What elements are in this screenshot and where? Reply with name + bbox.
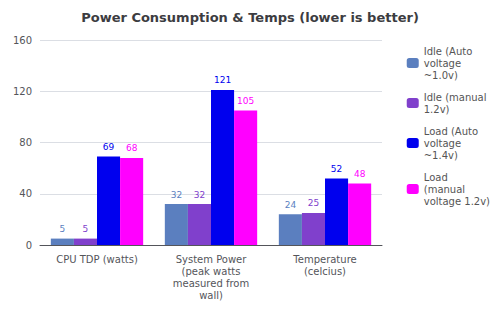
svg-text:(peak watts: (peak watts xyxy=(182,266,241,277)
svg-text:Load (Auto: Load (Auto xyxy=(424,126,478,137)
svg-text:CPU TDP (watts): CPU TDP (watts) xyxy=(56,254,138,265)
svg-text:5: 5 xyxy=(60,224,66,234)
svg-text:80: 80 xyxy=(19,137,32,148)
svg-text:68: 68 xyxy=(126,143,138,153)
svg-text:Power Consumption & Temps (low: Power Consumption & Temps (lower is bett… xyxy=(81,10,419,25)
svg-text:Idle (Auto: Idle (Auto xyxy=(424,46,473,57)
svg-text:105: 105 xyxy=(237,96,254,106)
svg-text:40: 40 xyxy=(19,188,32,199)
svg-text:(celcius): (celcius) xyxy=(304,266,346,277)
svg-text:System Power: System Power xyxy=(176,254,248,265)
svg-text:~1.0v): ~1.0v) xyxy=(424,70,458,81)
svg-text:32: 32 xyxy=(171,190,182,200)
svg-text:25: 25 xyxy=(308,198,319,208)
svg-text:121: 121 xyxy=(214,75,231,85)
svg-text:voltage: voltage xyxy=(424,58,461,69)
svg-text:5: 5 xyxy=(83,224,89,234)
svg-text:measured from: measured from xyxy=(173,278,249,289)
svg-text:24: 24 xyxy=(285,200,297,210)
svg-text:48: 48 xyxy=(354,169,366,179)
svg-text:52: 52 xyxy=(331,164,342,174)
svg-text:0: 0 xyxy=(26,240,32,251)
svg-text:Load: Load xyxy=(424,172,448,183)
svg-text:voltage: voltage xyxy=(424,138,461,149)
svg-text:69: 69 xyxy=(103,142,115,152)
svg-text:32: 32 xyxy=(194,190,205,200)
svg-text:~1.4v): ~1.4v) xyxy=(424,150,458,161)
svg-text:120: 120 xyxy=(13,86,32,97)
svg-text:(manual: (manual xyxy=(424,184,465,195)
svg-text:wall): wall) xyxy=(199,290,223,301)
svg-text:Idle (manual: Idle (manual xyxy=(424,92,487,103)
svg-text:voltage 1.2v): voltage 1.2v) xyxy=(424,196,490,207)
svg-text:1.2v): 1.2v) xyxy=(424,104,450,115)
svg-text:Temperature: Temperature xyxy=(292,254,356,265)
svg-text:160: 160 xyxy=(13,35,32,46)
